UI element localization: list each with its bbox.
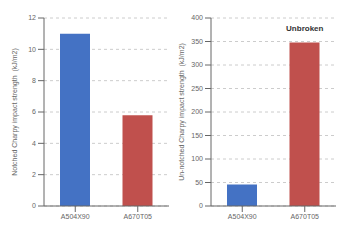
svg-text:0: 0 [32,202,36,209]
svg-text:200: 200 [191,108,203,115]
svg-text:10: 10 [28,46,36,53]
svg-text:2: 2 [32,171,36,178]
svg-text:300: 300 [191,61,203,68]
svg-text:A670T05: A670T05 [291,213,320,220]
svg-text:0: 0 [199,202,203,209]
svg-text:Unbroken: Unbroken [286,24,323,33]
svg-text:150: 150 [191,132,203,139]
svg-text:4: 4 [32,140,36,147]
svg-text:400: 400 [191,14,203,21]
svg-text:100: 100 [191,155,203,162]
svg-text:A504X90: A504X90 [61,213,90,220]
svg-text:50: 50 [195,179,203,186]
svg-text:8: 8 [32,77,36,84]
svg-text:Notched Charpy impact strength: Notched Charpy impact strength (kJ/m2) [11,48,19,176]
svg-text:Un-notched Charpy impact stren: Un-notched Charpy impact strength (kJ/m2… [178,43,186,181]
svg-text:A504X90: A504X90 [228,213,257,220]
svg-text:250: 250 [191,85,203,92]
svg-text:6: 6 [32,108,36,115]
svg-text:12: 12 [28,14,36,21]
svg-text:A670T05: A670T05 [124,213,153,220]
svg-text:350: 350 [191,38,203,45]
